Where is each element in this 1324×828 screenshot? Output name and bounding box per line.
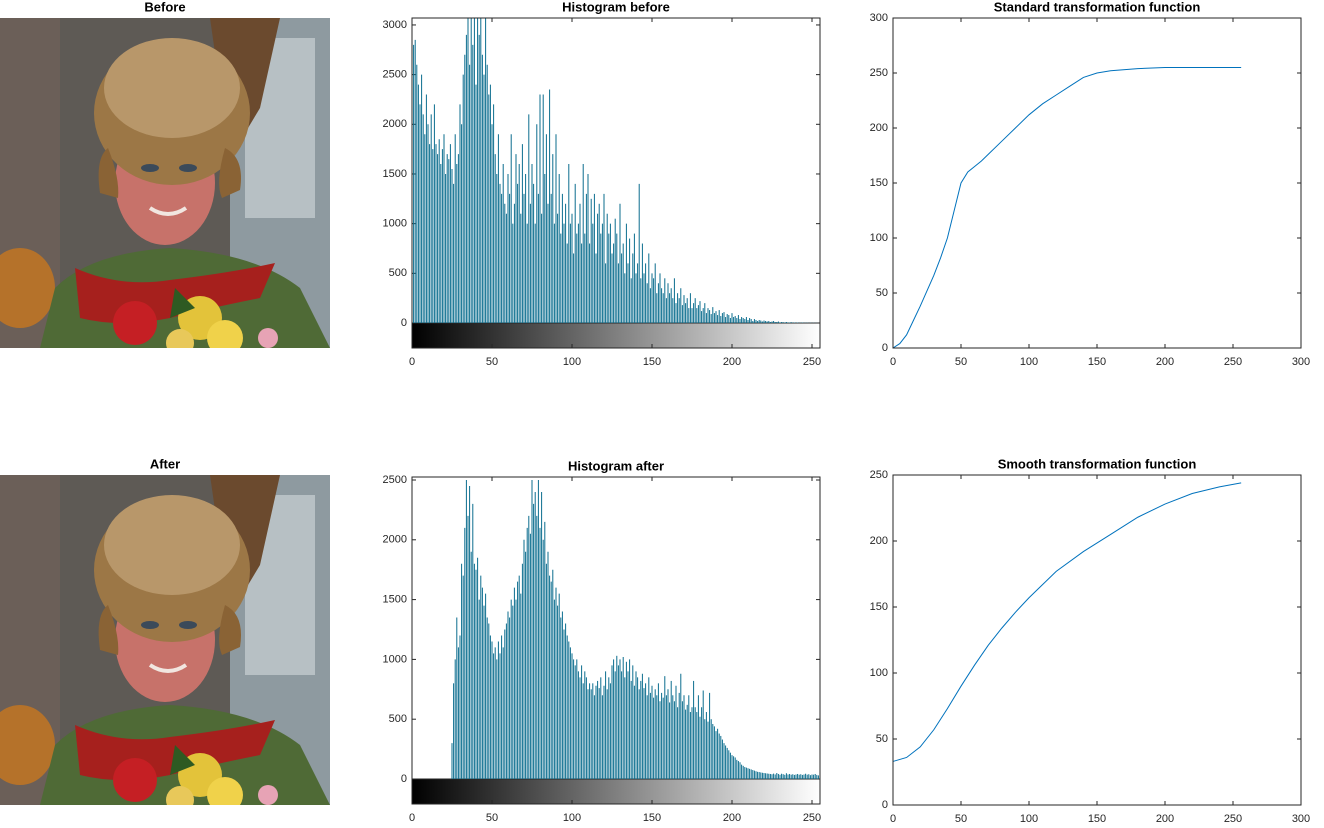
axes-box [892,474,1302,806]
x-tick-label: 300 [1292,356,1310,368]
curve [892,67,1242,349]
y-tick-label: 1500 [383,168,407,180]
chart-title: Histogram before [562,0,670,14]
x-tick-label: 250 [803,356,821,368]
x-tick-label: 150 [643,812,661,824]
x-tick-label: 150 [1088,813,1106,825]
x-tick-label: 300 [1292,813,1310,825]
x-tick-label: 50 [955,813,967,825]
x-tick-label: 0 [409,356,415,368]
axes-box [892,17,1302,349]
y-tick-label: 0 [882,799,888,811]
plot-area [412,18,820,323]
y-tick-label: 3000 [383,19,407,31]
axes-box [411,17,821,349]
x-tick-label: 200 [1156,356,1174,368]
photo [0,18,330,348]
x-tick-label: 50 [955,356,967,368]
y-tick-label: 300 [870,12,888,24]
x-tick-label: 50 [486,356,498,368]
y-tick-label: 2500 [383,474,407,486]
y-tick-label: 1000 [383,218,407,230]
chart-title: Before [144,0,185,14]
y-tick-label: 50 [876,733,888,745]
y-tick-label: 2000 [383,534,407,546]
x-tick-label: 100 [1020,356,1038,368]
y-tick-label: 250 [870,469,888,481]
x-tick-label: 0 [890,813,896,825]
x-tick-label: 150 [1088,356,1106,368]
y-tick-label: 1000 [383,653,407,665]
y-tick-label: 150 [870,601,888,613]
y-tick-label: 100 [870,667,888,679]
x-tick-label: 200 [723,812,741,824]
x-tick-label: 0 [890,356,896,368]
x-tick-label: 150 [643,356,661,368]
y-tick-label: 0 [401,317,407,329]
y-tick-label: 50 [876,287,888,299]
colorbar [411,778,821,805]
axes-box [411,476,821,805]
y-tick-label: 250 [870,67,888,79]
chart-title: Standard transformation function [994,0,1201,14]
y-tick-label: 2500 [383,69,407,81]
y-tick-label: 200 [870,122,888,134]
curve [892,482,1242,762]
x-tick-label: 50 [486,812,498,824]
x-tick-label: 200 [1156,813,1174,825]
y-tick-label: 100 [870,232,888,244]
y-tick-label: 1500 [383,594,407,606]
y-tick-label: 500 [389,267,407,279]
colorbar [411,322,821,349]
x-tick-label: 100 [563,812,581,824]
x-tick-label: 0 [409,812,415,824]
y-tick-label: 200 [870,535,888,547]
x-tick-label: 250 [803,812,821,824]
y-tick-label: 2000 [383,118,407,130]
x-tick-label: 100 [1020,813,1038,825]
chart-title: Smooth transformation function [998,456,1197,471]
plot-area [412,477,820,779]
chart-title: After [150,456,180,471]
x-tick-label: 200 [723,356,741,368]
y-tick-label: 500 [389,713,407,725]
y-tick-label: 0 [401,773,407,785]
y-tick-label: 0 [882,342,888,354]
x-tick-label: 100 [563,356,581,368]
y-tick-label: 150 [870,177,888,189]
chart-title: Histogram after [568,458,664,473]
x-tick-label: 250 [1224,356,1242,368]
x-tick-label: 250 [1224,813,1242,825]
photo [0,475,330,805]
